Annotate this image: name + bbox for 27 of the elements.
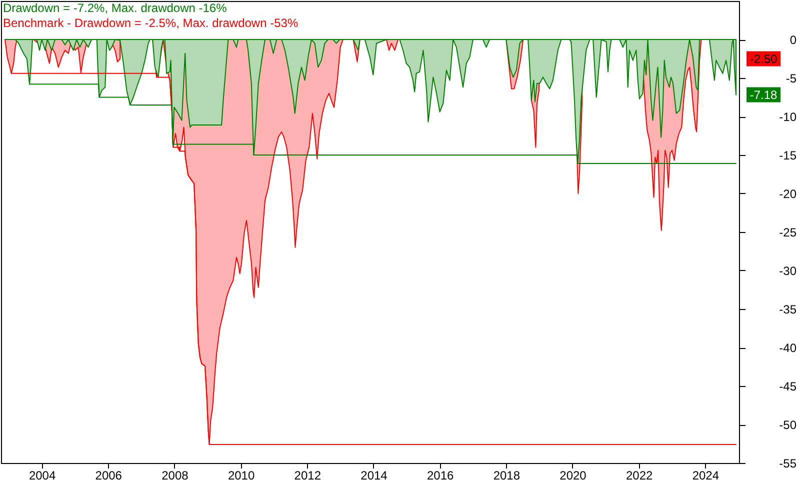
x-tick-label: 2012 [294,468,322,480]
y-tick-label: 0 [790,33,797,47]
x-tick-label: 2022 [626,468,653,480]
x-tick-label: 2008 [162,468,189,480]
data-label: -2.50 [750,52,778,66]
x-tick-label: 2020 [560,468,587,480]
y-tick-label: -10 [779,110,797,124]
y-tick-label: -20 [779,187,797,201]
y-tick-label: -35 [779,302,797,316]
x-tick-label: 2016 [426,468,454,480]
y-tick-label: -40 [779,341,797,355]
x-tick-label: 2010 [228,468,255,480]
data-label: -7.18 [750,88,778,102]
x-tick-label: 2006 [95,468,122,480]
y-tick-label: -50 [779,418,797,432]
y-tick-label: -45 [779,380,797,394]
x-tick-label: 2014 [360,468,388,480]
text: Drawdown = -7.2%, Max. drawdown -16% [3,1,228,15]
x-tick-label: 2024 [692,468,720,480]
series-label: Benchmark - Drawdown = -2.5%, Max. drawdown -53% [3,16,298,30]
y-tick-label: -25 [779,226,797,240]
y-tick-label: -15 [779,148,797,162]
y-tick-label: -5 [786,72,797,86]
x-tick-label: 2018 [493,468,520,480]
y-tick-label: -55 [779,456,797,470]
x-tick-label: 2004 [28,468,56,480]
y-tick-label: -30 [779,264,797,278]
